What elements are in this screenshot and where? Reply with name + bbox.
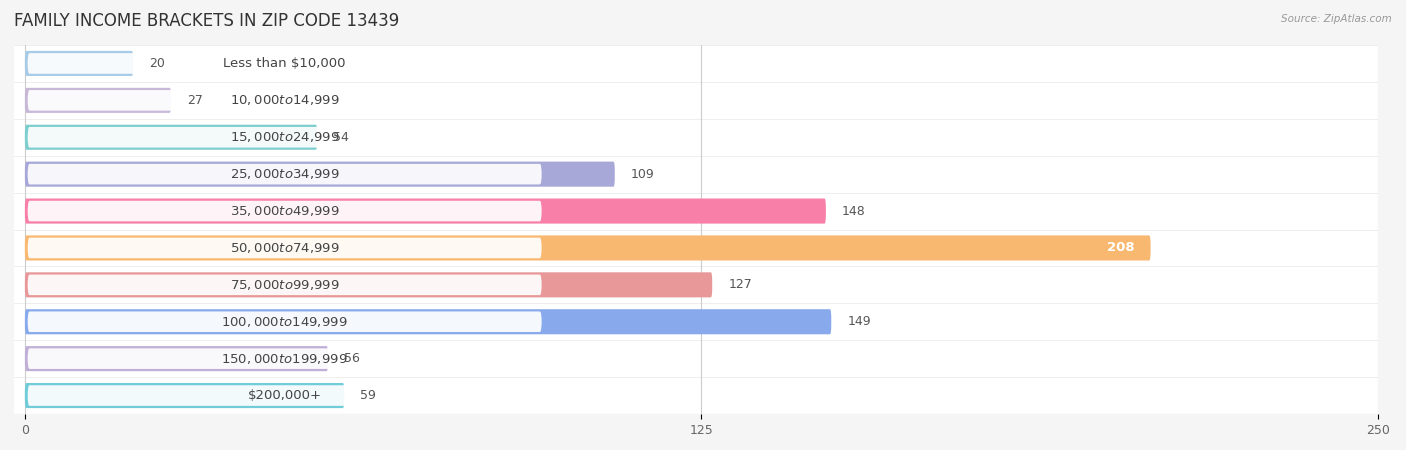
Text: Less than $10,000: Less than $10,000 (224, 57, 346, 70)
FancyBboxPatch shape (25, 272, 713, 297)
FancyBboxPatch shape (14, 45, 1378, 82)
FancyBboxPatch shape (28, 53, 541, 74)
Text: 127: 127 (728, 279, 752, 291)
FancyBboxPatch shape (25, 88, 172, 113)
FancyBboxPatch shape (28, 127, 541, 148)
FancyBboxPatch shape (25, 51, 134, 76)
FancyBboxPatch shape (28, 164, 541, 184)
FancyBboxPatch shape (14, 377, 1378, 414)
Text: FAMILY INCOME BRACKETS IN ZIP CODE 13439: FAMILY INCOME BRACKETS IN ZIP CODE 13439 (14, 12, 399, 30)
FancyBboxPatch shape (25, 198, 825, 224)
FancyBboxPatch shape (28, 311, 541, 332)
FancyBboxPatch shape (28, 201, 541, 221)
Text: Source: ZipAtlas.com: Source: ZipAtlas.com (1281, 14, 1392, 23)
Text: 54: 54 (333, 131, 349, 144)
FancyBboxPatch shape (14, 82, 1378, 119)
Text: 27: 27 (187, 94, 202, 107)
Text: $200,000+: $200,000+ (247, 389, 322, 402)
Text: $150,000 to $199,999: $150,000 to $199,999 (221, 351, 347, 366)
Text: 56: 56 (344, 352, 360, 365)
FancyBboxPatch shape (25, 346, 328, 371)
FancyBboxPatch shape (14, 119, 1378, 156)
FancyBboxPatch shape (14, 156, 1378, 193)
FancyBboxPatch shape (14, 230, 1378, 266)
FancyBboxPatch shape (28, 90, 541, 111)
FancyBboxPatch shape (14, 266, 1378, 303)
Text: $50,000 to $74,999: $50,000 to $74,999 (229, 241, 339, 255)
Text: $100,000 to $149,999: $100,000 to $149,999 (221, 315, 347, 329)
Text: $75,000 to $99,999: $75,000 to $99,999 (229, 278, 339, 292)
FancyBboxPatch shape (14, 340, 1378, 377)
FancyBboxPatch shape (28, 348, 541, 369)
FancyBboxPatch shape (14, 303, 1378, 340)
FancyBboxPatch shape (25, 125, 318, 150)
Text: 149: 149 (848, 315, 872, 328)
Text: 20: 20 (149, 57, 166, 70)
FancyBboxPatch shape (25, 162, 614, 187)
FancyBboxPatch shape (25, 383, 344, 408)
FancyBboxPatch shape (28, 274, 541, 295)
FancyBboxPatch shape (28, 238, 541, 258)
FancyBboxPatch shape (28, 385, 541, 406)
Text: $25,000 to $34,999: $25,000 to $34,999 (229, 167, 339, 181)
Text: 208: 208 (1107, 242, 1135, 254)
Text: $35,000 to $49,999: $35,000 to $49,999 (229, 204, 339, 218)
FancyBboxPatch shape (25, 235, 1150, 261)
FancyBboxPatch shape (14, 193, 1378, 230)
Text: 59: 59 (360, 389, 377, 402)
FancyBboxPatch shape (25, 309, 831, 334)
Text: 109: 109 (631, 168, 655, 180)
Text: 148: 148 (842, 205, 866, 217)
Text: $15,000 to $24,999: $15,000 to $24,999 (229, 130, 339, 144)
Text: $10,000 to $14,999: $10,000 to $14,999 (229, 93, 339, 108)
